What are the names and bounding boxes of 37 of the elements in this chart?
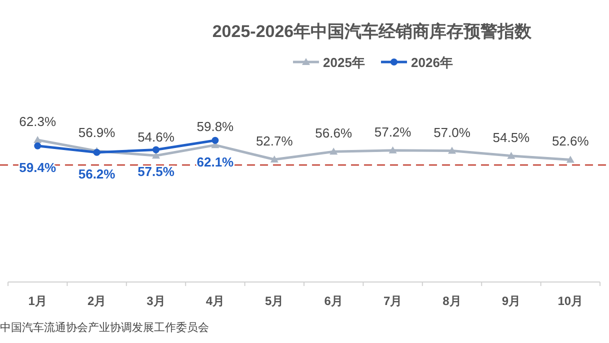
- point: [212, 136, 219, 144]
- point: [448, 146, 456, 154]
- data-label: 56.9%: [78, 124, 116, 140]
- x-tick-label: 10月: [558, 294, 584, 308]
- point: [34, 142, 42, 150]
- data-label: 52.7%: [256, 134, 294, 149]
- x-tick-label: 1月: [28, 294, 47, 308]
- legend-label: 2026年: [411, 55, 453, 70]
- point: [34, 136, 42, 143]
- data-label: 54.6%: [138, 130, 175, 145]
- x-tick-label: 4月: [206, 294, 225, 308]
- x-tick-label: 5月: [265, 294, 284, 308]
- point: [270, 156, 278, 163]
- point: [152, 146, 160, 154]
- data-label: 52.6%: [552, 134, 590, 149]
- point: [330, 148, 338, 155]
- data-label: 62.3%: [19, 114, 56, 129]
- point: [566, 156, 574, 163]
- point: [507, 152, 516, 159]
- text: 中国汽车流通协会产业协调发展工作委员会: [0, 321, 209, 334]
- data-label: 57.2%: [374, 124, 412, 140]
- x-tick-label: 6月: [324, 294, 343, 308]
- point: [388, 146, 397, 154]
- x-tick-label: 9月: [502, 294, 521, 308]
- data-label: 59.4%: [19, 160, 56, 175]
- data-label: 57.5%: [138, 164, 175, 179]
- x-tick-label: 7月: [383, 294, 402, 308]
- chart-title: 2025-2026年中国汽车经销商库存预警指数: [212, 22, 533, 41]
- data-label: 57.0%: [434, 124, 471, 140]
- data-label: 56.2%: [78, 166, 116, 182]
- x-tick-label: 8月: [442, 294, 462, 308]
- x-tick-label: 3月: [146, 294, 166, 308]
- data-label: 59.8%: [196, 119, 234, 134]
- legend-label: 2025年: [323, 55, 365, 70]
- x-tick-label: 2月: [87, 294, 106, 308]
- data-label: 56.6%: [315, 126, 352, 141]
- data-label: 54.5%: [492, 130, 530, 145]
